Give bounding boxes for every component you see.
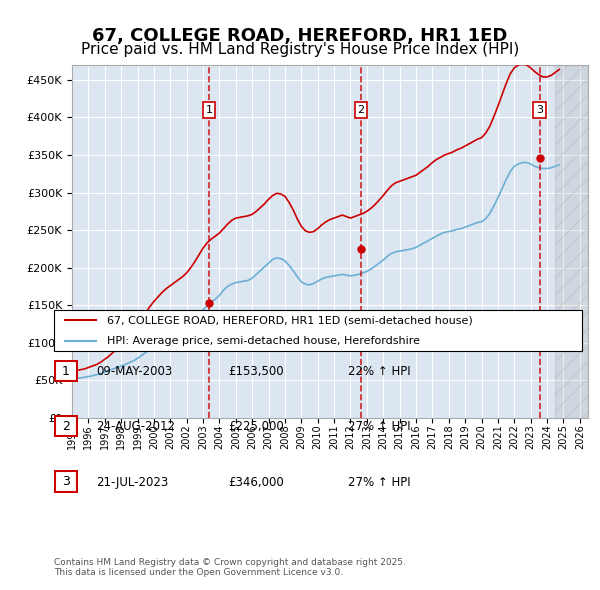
Text: 3: 3 bbox=[536, 105, 543, 115]
Text: 2: 2 bbox=[358, 105, 365, 115]
Text: 21-JUL-2023: 21-JUL-2023 bbox=[96, 476, 168, 489]
Text: 24-AUG-2012: 24-AUG-2012 bbox=[96, 420, 175, 434]
Text: Contains HM Land Registry data © Crown copyright and database right 2025.
This d: Contains HM Land Registry data © Crown c… bbox=[54, 558, 406, 577]
Text: 2: 2 bbox=[62, 419, 70, 433]
Text: 09-MAY-2003: 09-MAY-2003 bbox=[96, 365, 172, 378]
Text: Price paid vs. HM Land Registry's House Price Index (HPI): Price paid vs. HM Land Registry's House … bbox=[81, 42, 519, 57]
FancyBboxPatch shape bbox=[55, 361, 77, 381]
FancyBboxPatch shape bbox=[55, 416, 77, 437]
Text: 27% ↑ HPI: 27% ↑ HPI bbox=[348, 420, 410, 434]
Text: 27% ↑ HPI: 27% ↑ HPI bbox=[348, 476, 410, 489]
FancyBboxPatch shape bbox=[55, 471, 77, 491]
FancyBboxPatch shape bbox=[54, 310, 582, 351]
Text: £153,500: £153,500 bbox=[228, 365, 284, 378]
Text: 1: 1 bbox=[205, 105, 212, 115]
Text: 1: 1 bbox=[62, 365, 70, 378]
Text: 22% ↑ HPI: 22% ↑ HPI bbox=[348, 365, 410, 378]
Text: HPI: Average price, semi-detached house, Herefordshire: HPI: Average price, semi-detached house,… bbox=[107, 336, 420, 346]
Text: 67, COLLEGE ROAD, HEREFORD, HR1 1ED (semi-detached house): 67, COLLEGE ROAD, HEREFORD, HR1 1ED (sem… bbox=[107, 315, 473, 325]
Text: 3: 3 bbox=[62, 475, 70, 488]
Text: £225,000: £225,000 bbox=[228, 420, 284, 434]
Text: 67, COLLEGE ROAD, HEREFORD, HR1 1ED: 67, COLLEGE ROAD, HEREFORD, HR1 1ED bbox=[92, 27, 508, 45]
Text: £346,000: £346,000 bbox=[228, 476, 284, 489]
